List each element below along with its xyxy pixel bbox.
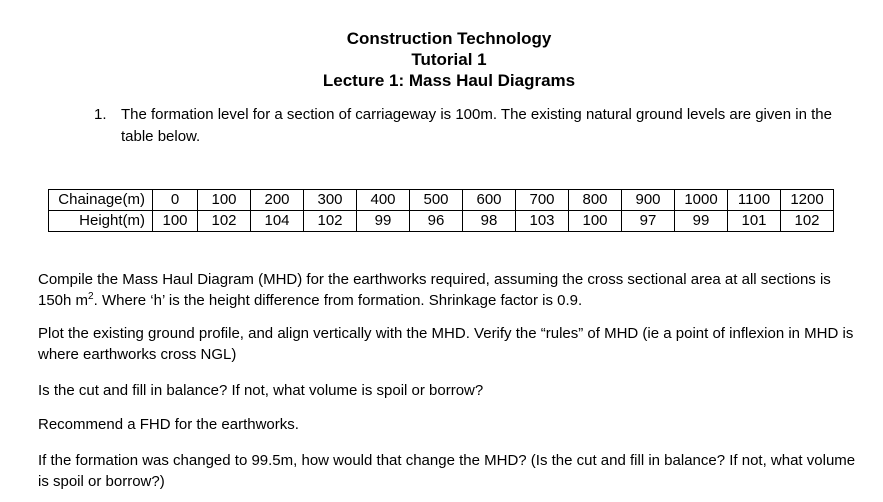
table-cell: 100 (152, 210, 198, 232)
table-cell: 500 (409, 189, 463, 211)
table-cell: 99 (674, 210, 728, 232)
table-cell: 102 (197, 210, 251, 232)
table-cell: 97 (621, 210, 675, 232)
table-cell: 99 (356, 210, 410, 232)
paragraph-mhd-compile-text: Compile the Mass Haul Diagram (MHD) for … (38, 271, 831, 309)
table-cell: 101 (727, 210, 781, 232)
table-cell: 1100 (727, 189, 781, 211)
table-cell: 400 (356, 189, 410, 211)
table-cell: 300 (303, 189, 357, 211)
paragraph-fhd: Recommend a FHD for the earthworks. (38, 416, 299, 433)
ground-levels-table: Chainage(m) 0 100 200 300 400 500 600 70… (48, 189, 834, 232)
table-cell: 1200 (780, 189, 834, 211)
lecture-title: Lecture 1: Mass Haul Diagrams (322, 71, 576, 90)
table-cell: 200 (250, 189, 304, 211)
height-row: Height(m) 100 102 104 102 99 96 98 103 1… (48, 210, 834, 232)
title-block: Construction Technology Tutorial 1 Lectu… (0, 28, 883, 91)
height-row-label: Height(m) (48, 210, 153, 232)
table-cell: 100 (568, 210, 622, 232)
table-cell: 800 (568, 189, 622, 211)
superscript-2: 2 (88, 291, 94, 302)
table-cell: 900 (621, 189, 675, 211)
table-cell: 1000 (674, 189, 728, 211)
course-title: Construction Technology (346, 29, 552, 48)
table-cell: 0 (152, 189, 198, 211)
question-1: 1. The formation level for a section of … (94, 104, 864, 148)
tutorial-title: Tutorial 1 (411, 50, 487, 69)
paragraph-mhd-compile-text-end: . Where ‘h’ is the height difference fro… (93, 292, 583, 309)
table-cell: 103 (515, 210, 569, 232)
paragraph-balance: Is the cut and fill in balance? If not, … (38, 382, 484, 399)
table-cell: 104 (250, 210, 304, 232)
table-cell: 102 (780, 210, 834, 232)
paragraph-mhd-compile: Compile the Mass Haul Diagram (MHD) for … (38, 269, 868, 311)
table-cell: 96 (409, 210, 463, 232)
table-cell: 102 (303, 210, 357, 232)
table-cell: 600 (462, 189, 516, 211)
paragraph-ground-profile: Plot the existing ground profile, and al… (38, 325, 854, 363)
question-text: The formation level for a section of car… (121, 106, 832, 145)
chainage-row-label: Chainage(m) (48, 189, 153, 211)
question-number: 1. (94, 106, 107, 123)
chainage-row: Chainage(m) 0 100 200 300 400 500 600 70… (48, 189, 834, 211)
table-cell: 100 (197, 189, 251, 211)
paragraph-formation-change: If the formation was changed to 99.5m, h… (38, 452, 856, 490)
table-cell: 98 (462, 210, 516, 232)
table-cell: 700 (515, 189, 569, 211)
